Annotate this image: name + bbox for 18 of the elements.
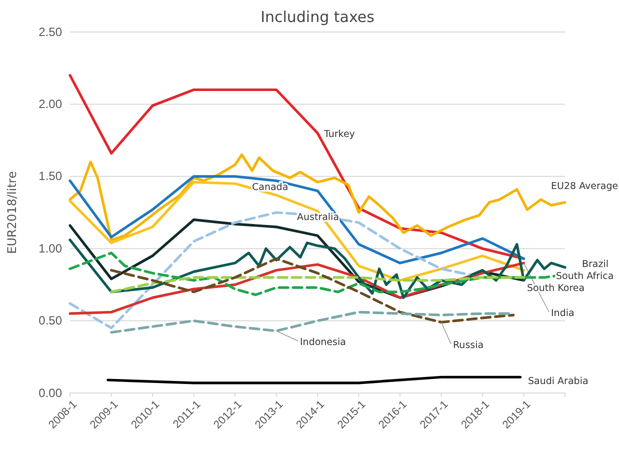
series-label: EU28 Average: [551, 181, 618, 192]
y-axis-title: EUR2018/litre: [5, 171, 19, 254]
text: India: [551, 308, 574, 319]
y-tick-label: 2.50: [38, 24, 62, 39]
series-label: South Korea: [527, 283, 585, 294]
series-label: Saudi Arabia: [528, 376, 588, 387]
y-tick-label: 0.00: [38, 386, 62, 400]
series-label: Brazil: [582, 259, 609, 270]
chart-title: Including taxes: [260, 8, 375, 26]
y-tick-label: 1.50: [38, 169, 62, 184]
y-tick-label: 1.00: [38, 241, 62, 256]
y-tick-label: 2.00: [38, 97, 62, 112]
y-tick-label: 0.50: [38, 314, 62, 328]
series-label: South Africa: [556, 271, 614, 282]
series-label: Turkey: [323, 129, 356, 140]
series-label: Russia: [453, 340, 484, 351]
series-label: Canada: [252, 182, 288, 193]
series-label: Indonesia: [300, 337, 346, 348]
